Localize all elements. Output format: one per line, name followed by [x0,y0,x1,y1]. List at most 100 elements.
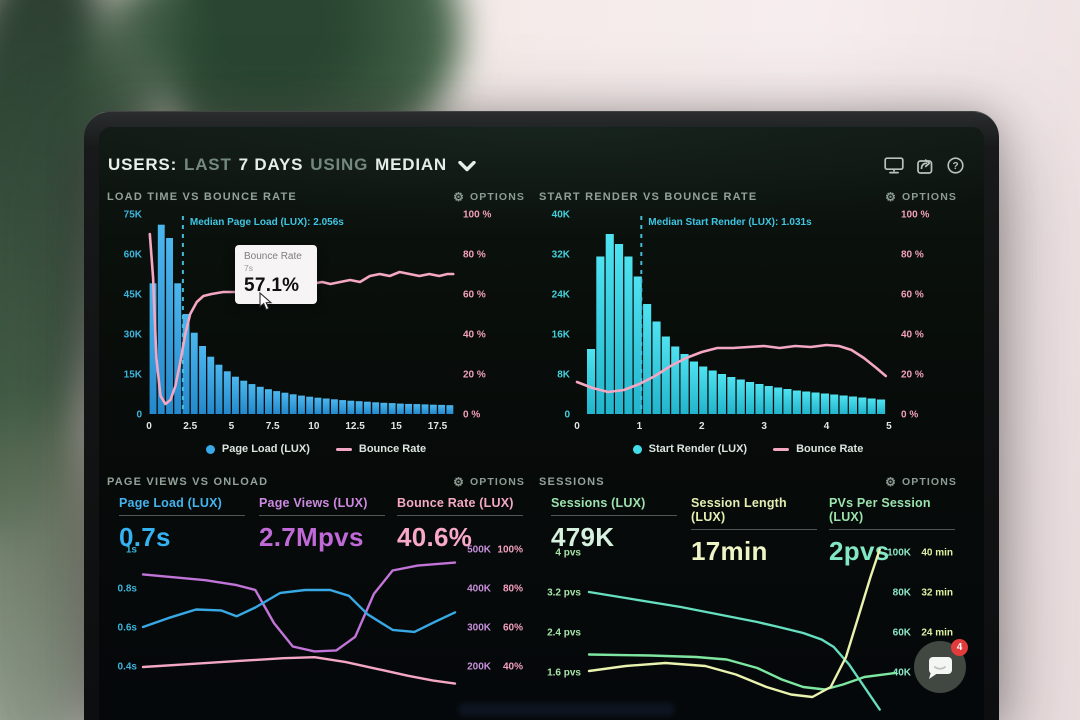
options-button[interactable]: ⚙ OPTIONS [885,475,957,489]
metric-label: Bounce Rate (LUX) [397,496,514,510]
svg-text:3.2 pvs: 3.2 pvs [547,588,581,599]
options-button[interactable]: ⚙ OPTIONS [453,190,525,204]
svg-text:12.5: 12.5 [345,421,365,432]
svg-text:24K: 24K [552,290,571,301]
svg-text:15K: 15K [124,370,143,381]
scope-dropdown[interactable]: USERS: LAST 7 DAYS USING MEDIAN [108,155,476,175]
chart-tooltip: Bounce Rate 7s 57.1% [235,245,317,304]
svg-text:32 min: 32 min [921,588,953,599]
options-button[interactable]: ⚙ OPTIONS [885,190,957,204]
tooltip-series: Bounce Rate [244,251,302,262]
svg-text:0: 0 [146,421,152,432]
metric-label: Sessions (LUX) [551,496,646,510]
chat-button[interactable]: 4 [914,639,968,693]
svg-text:40 min: 40 min [921,548,953,559]
chevron-down-icon [458,160,476,171]
scope-word-using: USING [310,155,369,174]
legend-bounce-rate[interactable]: Bounce Rate [335,443,426,455]
svg-text:?: ? [952,161,958,172]
svg-text:80K: 80K [893,588,912,599]
svg-text:0 %: 0 % [901,410,918,421]
svg-text:2: 2 [699,421,705,432]
svg-text:0.4s: 0.4s [118,662,138,673]
svg-text:7.5: 7.5 [266,421,280,432]
metric-value: 0.7s [119,522,171,552]
gear-icon: ⚙ [885,475,898,489]
legend-dot-icon [205,444,215,454]
svg-text:100 %: 100 % [901,210,929,221]
laptop-frame: USERS: LAST 7 DAYS USING MEDIAN [84,111,999,720]
scope-stat: MEDIAN [375,155,447,174]
svg-text:60 %: 60 % [463,290,486,301]
svg-text:10: 10 [308,421,320,432]
svg-text:80 %: 80 % [901,250,924,261]
legend-bounce-rate[interactable]: Bounce Rate [773,443,863,455]
legend-line-icon [773,447,790,451]
svg-text:40%: 40% [503,662,523,673]
panel-title: LOAD TIME VS BOUNCE RATE [107,191,297,203]
svg-text:500K: 500K [467,545,492,556]
share-icon[interactable] [917,157,934,174]
options-button[interactable]: ⚙ OPTIONS [453,475,525,489]
svg-text:20 %: 20 % [901,370,924,381]
svg-text:80 %: 80 % [463,250,486,261]
svg-text:0.8s: 0.8s [118,584,138,595]
dashboard-header: USERS: LAST 7 DAYS USING MEDIAN [108,155,964,175]
metric-label: Page Load (LUX) [119,496,223,510]
metric-sessions: Sessions (LUX) 479K [551,496,677,553]
panel-page-views-vs-onload: PAGE VIEWS VS ONLOAD ⚙ OPTIONS Page Load … [107,474,525,720]
page-views-chart[interactable]: 1s 500K 100% 0.8s 400K 80% 0.6s 300K 60% 0.4s 200K… [107,529,525,720]
legend-page-load[interactable]: Page Load (LUX) [205,443,310,455]
svg-text:0 %: 0 % [463,410,480,421]
start-render-chart[interactable]: 40K 32K 24K 16K 8K 0 100 % 80 % 60 % 40 % 20 % 0 % 0… [539,207,957,437]
scope-users: USERS: [108,155,178,174]
svg-text:0: 0 [136,410,142,421]
svg-text:Median Page Load (LUX): 2.056s: Median Page Load (LUX): 2.056s [190,217,344,228]
load-time-chart[interactable]: 75K 60K 45K 30K 15K 0 100 % 80 % 60 % 40 % 20 % 0 %… [107,207,525,437]
svg-text:0: 0 [564,410,570,421]
svg-text:60%: 60% [503,623,523,634]
legend-line-icon [335,447,352,451]
display-icon[interactable] [884,156,904,174]
svg-text:3: 3 [761,421,767,432]
metric-page-views: Page Views (LUX) 2.7Mpvs [259,496,385,553]
svg-text:0.6s: 0.6s [118,623,138,634]
gear-icon: ⚙ [453,190,466,204]
svg-text:20 %: 20 % [463,370,486,381]
tooltip-x-value: 7s [244,263,253,273]
svg-text:24 min: 24 min [921,628,953,639]
sessions-chart[interactable]: 4 pvs 100K 40 min 3.2 pvs 80K 32 min 2.4 pvs 60… [539,529,957,720]
metric-value: 17min [691,536,768,566]
metric-rule [691,529,817,530]
svg-text:2.5: 2.5 [183,421,197,432]
svg-text:60K: 60K [124,250,143,261]
svg-text:60K: 60K [893,628,912,639]
chat-unread-badge: 4 [951,639,968,656]
svg-text:45K: 45K [124,290,143,301]
scope-range: 7 DAYS [238,155,304,174]
legend-dot-icon [632,444,642,454]
metric-session-length: Session Length (LUX) 17min [691,496,817,567]
svg-text:30K: 30K [124,330,143,341]
svg-text:60 %: 60 % [901,290,924,301]
svg-text:400K: 400K [467,584,492,595]
metric-bounce-rate: Bounce Rate (LUX) 40.6% [397,496,523,553]
svg-text:8K: 8K [557,370,571,381]
help-icon[interactable]: ? [947,156,964,174]
tooltip-value: 57.1% [244,275,300,296]
svg-text:100 %: 100 % [463,210,491,221]
svg-text:5: 5 [229,421,235,432]
metric-value: 479K [551,522,615,552]
metric-label: Session Length (LUX) [691,496,787,524]
svg-text:5: 5 [886,421,892,432]
svg-text:40 %: 40 % [901,330,924,341]
panel-load-time-vs-bounce-rate: LOAD TIME VS BOUNCE RATE ⚙ OPTIONS 75K 60K… [107,189,525,461]
chat-bubble-icon [929,657,952,679]
mouse-cursor-icon [259,292,273,311]
svg-text:100K: 100K [887,548,912,559]
svg-text:1s: 1s [126,545,138,556]
legend-start-render[interactable]: Start Render (LUX) [632,443,747,455]
svg-text:40K: 40K [552,210,571,221]
svg-text:15: 15 [391,421,403,432]
chart-legend: Page Load (LUX) Bounce Rate [107,443,525,455]
